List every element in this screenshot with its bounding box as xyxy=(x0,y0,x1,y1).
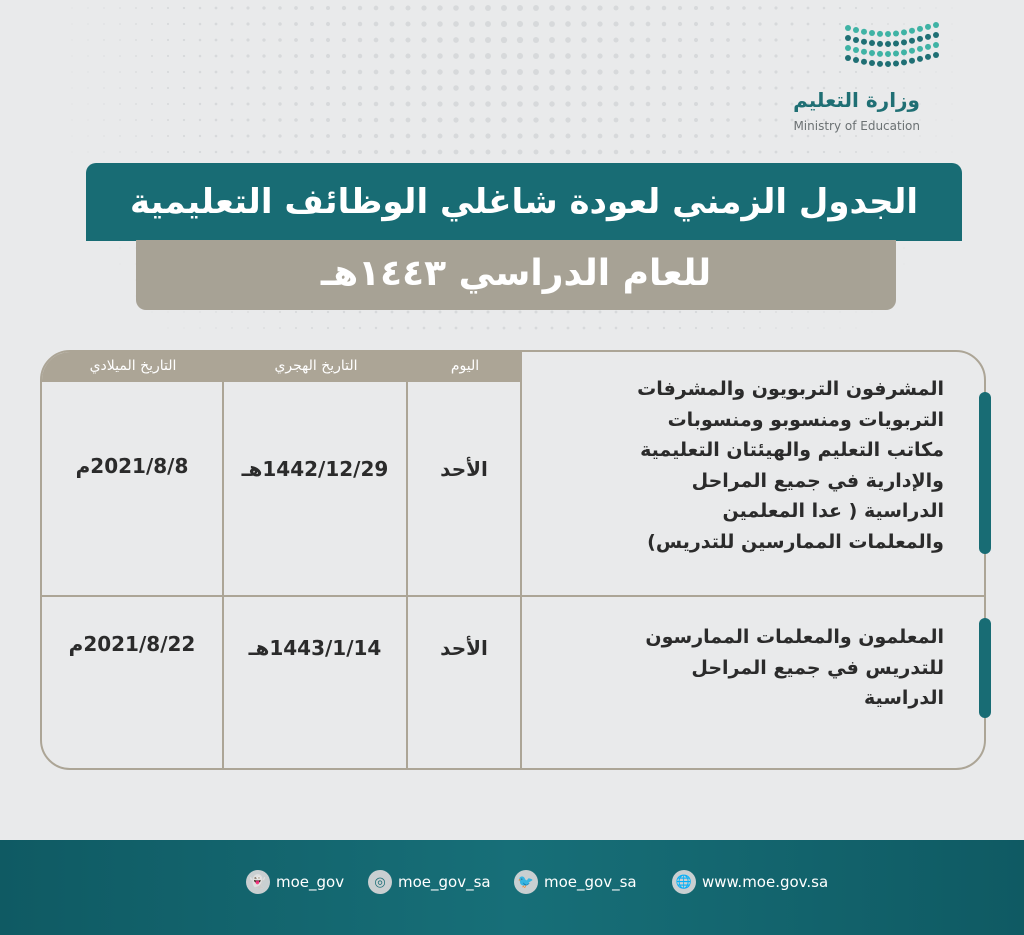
header-divider xyxy=(42,380,522,382)
logo-arabic-text: وزارة التعليم xyxy=(793,88,920,112)
website-label: www.moe.gov.sa xyxy=(702,873,829,891)
table-header: اليوم التاريخ الهجري التاريخ الميلادي xyxy=(42,352,522,382)
snapchat-link[interactable]: 👻 moe_gov xyxy=(246,870,344,894)
header-gregorian: التاريخ الميلادي xyxy=(89,358,177,374)
column-divider xyxy=(406,382,408,768)
row-day: الأحد xyxy=(440,636,488,660)
website-link[interactable]: 🌐 www.moe.gov.sa xyxy=(672,870,828,894)
ministry-logo-dots-icon xyxy=(845,21,939,67)
description-line: مكاتب التعليم والهيئتان التعليمية xyxy=(640,439,944,461)
twitter-link[interactable]: 🐦 moe_gov_sa xyxy=(514,870,637,894)
footer xyxy=(0,840,1024,935)
page-subtitle: للعام الدراسي ١٤٤٣هـ xyxy=(136,240,896,310)
row-accent-bar xyxy=(979,392,991,554)
instagram-link[interactable]: ◎ moe_gov_sa xyxy=(368,870,491,894)
row-hijri-date: 1443/1/14هـ xyxy=(248,636,382,660)
description-line: الدراسية ( عدا المعلمين xyxy=(722,500,945,522)
row-divider xyxy=(42,595,984,597)
row-description: المشرفون التربويون والمشرفات التربويات و… xyxy=(544,374,944,557)
description-line: والإدارية في جميع المراحل xyxy=(691,469,944,492)
page-title: الجدول الزمني لعودة شاغلي الوظائف التعلي… xyxy=(86,163,962,241)
row-gregorian-date: 2021/8/22م xyxy=(68,632,196,656)
description-line: الدراسية xyxy=(863,687,944,709)
description-line: للتدريس في جميع المراحل xyxy=(691,656,944,679)
column-divider xyxy=(520,352,522,768)
snapchat-icon: 👻 xyxy=(246,870,270,894)
instagram-icon: ◎ xyxy=(368,870,392,894)
row-hijri-date: 1442/12/29هـ xyxy=(241,457,389,481)
row-accent-bar xyxy=(979,618,991,718)
description-line: المعلمون والمعلمات الممارسون xyxy=(645,626,944,648)
description-line: المشرفون التربويون والمشرفات xyxy=(637,378,944,400)
twitter-label: moe_gov_sa xyxy=(544,873,637,891)
globe-icon: 🌐 xyxy=(672,870,696,894)
description-line: والمعلمات الممارسين للتدريس) xyxy=(647,530,944,553)
snapchat-label: moe_gov xyxy=(276,873,345,891)
schedule-table: اليوم التاريخ الهجري التاريخ الميلادي ال… xyxy=(40,350,986,770)
row-description: المعلمون والمعلمات الممارسون للتدريس في … xyxy=(544,622,944,714)
instagram-label: moe_gov_sa xyxy=(398,873,491,891)
header-hijri: التاريخ الهجري xyxy=(274,358,358,374)
row-day: الأحد xyxy=(440,457,488,481)
header-day: اليوم xyxy=(450,358,480,374)
description-line: التربويات ومنسوبو ومنسوبات xyxy=(667,408,944,431)
column-divider xyxy=(222,382,224,768)
twitter-icon: 🐦 xyxy=(514,870,538,894)
logo-english-text: Ministry of Education xyxy=(793,119,920,133)
row-gregorian-date: 2021/8/8م xyxy=(75,454,189,478)
